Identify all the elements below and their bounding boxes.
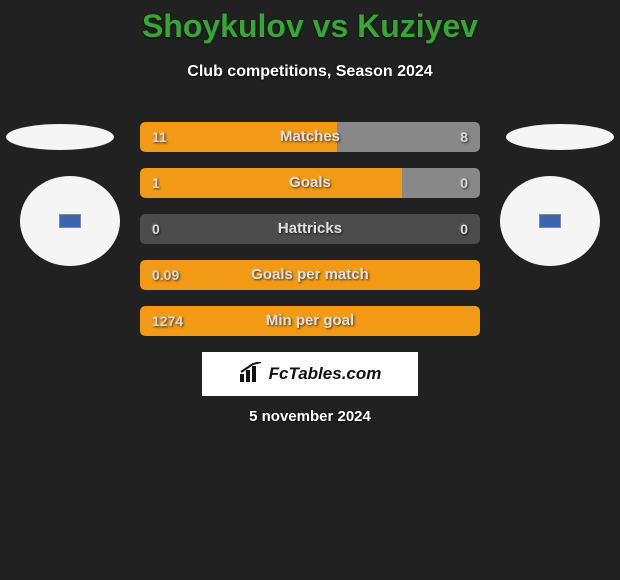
brand-chart-icon	[239, 362, 263, 387]
stat-label: Min per goal	[140, 306, 480, 336]
stat-value-right: 8	[460, 122, 468, 152]
stat-row: 0.09 Goals per match	[140, 260, 480, 290]
stat-row: 1 Goals 0	[140, 168, 480, 198]
stat-label: Matches	[140, 122, 480, 152]
stat-label: Goals	[140, 168, 480, 198]
stat-value-right: 0	[460, 168, 468, 198]
right-flag-icon	[539, 214, 561, 228]
stat-row: 0 Hattricks 0	[140, 214, 480, 244]
left-name-ellipse	[6, 124, 114, 150]
brand-text: FcTables.com	[269, 364, 382, 384]
left-player-avatar	[20, 176, 120, 266]
page-title: Shoykulov vs Kuziyev	[0, 0, 620, 45]
brand-badge[interactable]: FcTables.com	[202, 352, 418, 396]
right-name-ellipse	[506, 124, 614, 150]
left-flag-icon	[59, 214, 81, 228]
date-text: 5 november 2024	[0, 408, 620, 425]
stats-bars: 11 Matches 8 1 Goals 0 0 Hattricks 0 0.0…	[140, 122, 480, 352]
stat-row: 1274 Min per goal	[140, 306, 480, 336]
stat-label: Goals per match	[140, 260, 480, 290]
subtitle: Club competitions, Season 2024	[0, 63, 620, 81]
stat-label: Hattricks	[140, 214, 480, 244]
stat-value-right: 0	[460, 214, 468, 244]
right-player-avatar	[500, 176, 600, 266]
stat-row: 11 Matches 8	[140, 122, 480, 152]
